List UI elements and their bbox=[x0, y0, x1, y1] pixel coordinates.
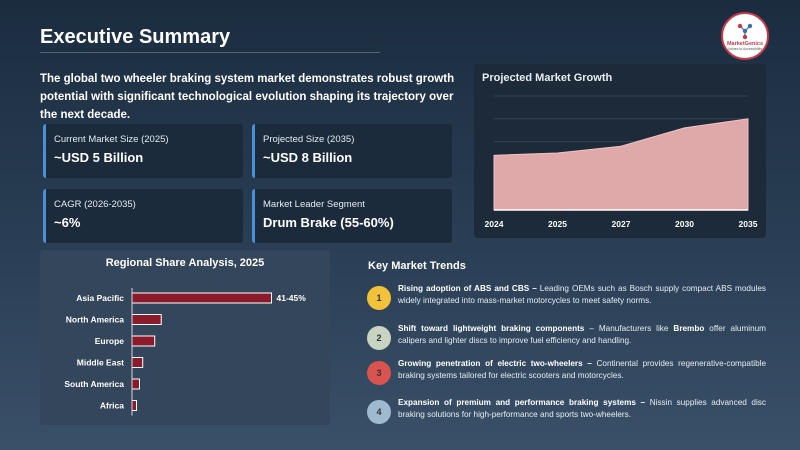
trend-text: Expansion of premium and performance bra… bbox=[398, 397, 766, 421]
trend-number-badge: 4 bbox=[367, 400, 391, 424]
bar bbox=[131, 400, 137, 411]
metric-value: ~USD 5 Billion bbox=[54, 150, 144, 165]
x-tick-label: 2024 bbox=[485, 219, 504, 229]
bar bbox=[131, 357, 144, 368]
trend-number-badge: 3 bbox=[367, 361, 391, 385]
growth-area-chart: 2024 2025 2027 2030 2035 bbox=[485, 95, 758, 229]
trend-body: Leading OEMs such as Bosch supply compac… bbox=[398, 284, 766, 305]
trend-heading: Expansion of premium and performance bra… bbox=[398, 398, 646, 407]
bar bbox=[131, 335, 156, 347]
metric-label: Current Market Size (2025) bbox=[54, 134, 169, 145]
metric-label: Projected Size (2035) bbox=[263, 134, 355, 145]
trends-title: Key Market Trends bbox=[368, 260, 466, 272]
page-title: Executive Summary bbox=[40, 26, 231, 48]
x-tick-label: 2027 bbox=[612, 219, 631, 229]
regional-bar-chart: Asia Pacific 41-45% North America Europe Mid… bbox=[64, 288, 307, 416]
metric-card-leader-segment: Market Leader Segment Drum Brake (55-60%… bbox=[252, 189, 452, 243]
category-label: Africa bbox=[100, 401, 124, 411]
category-label: Europe bbox=[95, 336, 125, 346]
intro-text: The global two wheeler braking system ma… bbox=[40, 73, 455, 121]
category-label: Asia Pacific bbox=[76, 293, 124, 303]
x-tick-label: 2035 bbox=[739, 219, 758, 229]
bar bbox=[131, 378, 140, 390]
category-label: North America bbox=[66, 315, 125, 325]
x-tick-label: 2025 bbox=[548, 219, 567, 229]
regional-chart-title: Regional Share Analysis, 2025 bbox=[105, 257, 265, 269]
title-divider bbox=[40, 52, 380, 53]
bar bbox=[131, 292, 272, 304]
metric-value: ~6% bbox=[54, 215, 81, 230]
data-label: 41-45% bbox=[277, 293, 307, 303]
bar bbox=[131, 314, 162, 325]
trend-number-badge: 1 bbox=[367, 286, 391, 310]
trend-number-badge: 2 bbox=[367, 326, 391, 350]
molecule-icon bbox=[737, 23, 753, 39]
trend-text: Growing penetration of electric two-whee… bbox=[398, 358, 766, 382]
logo-name: MarketGenics bbox=[726, 40, 764, 47]
trend-item: 4 Expansion of premium and performance b… bbox=[366, 397, 766, 432]
x-tick-label: 2030 bbox=[675, 219, 694, 229]
metric-label: CAGR (2026-2035) bbox=[54, 199, 136, 210]
trend-body: Continental provides regenerative-compat… bbox=[398, 359, 767, 380]
metric-value: Drum Brake (55-60%) bbox=[263, 215, 394, 230]
trend-text: Rising adoption of ABS and CBS – Leading… bbox=[398, 283, 766, 307]
category-label: South America bbox=[64, 379, 124, 389]
trend-heading: Growing penetration of electric two-whee… bbox=[398, 359, 592, 368]
company-logo: MarketGenics Values to Accessibility bbox=[721, 12, 769, 60]
metric-label: Market Leader Segment bbox=[263, 199, 365, 210]
growth-chart-title: Projected Market Growth bbox=[482, 72, 613, 84]
metric-card-cagr: CAGR (2026-2035) ~6% bbox=[43, 189, 243, 243]
trend-heading: Rising adoption of ABS and CBS – bbox=[398, 284, 537, 293]
trend-body-tail: offer aluminum calipers and lighter disc… bbox=[398, 324, 767, 345]
regional-chart-panel: Regional Share Analysis, 2025 Asia Pacif… bbox=[40, 250, 330, 425]
area-series bbox=[493, 118, 749, 211]
trend-item: 2 Shift toward lightweight braking compo… bbox=[366, 323, 766, 358]
category-label: Middle East bbox=[77, 358, 124, 368]
trend-item: 3 Growing penetration of electric two-wh… bbox=[366, 358, 766, 393]
metric-value: ~USD 8 Billion bbox=[263, 150, 353, 165]
trend-item: 1 Rising adoption of ABS and CBS – Leadi… bbox=[366, 283, 766, 318]
metric-card-current-size: Current Market Size (2025) ~USD 5 Billio… bbox=[43, 124, 243, 178]
trend-body: – Manufacturers like bbox=[584, 324, 674, 333]
trend-body: Nissin supplies advanced disc braking so… bbox=[398, 398, 766, 419]
logo-tagline: Values to Accessibility bbox=[727, 46, 763, 51]
trend-text: Shift toward lightweight braking compone… bbox=[398, 323, 766, 347]
metric-card-projected-size: Projected Size (2035) ~USD 8 Billion bbox=[252, 124, 452, 178]
growth-chart-panel: Projected Market Growth 2024 2025 2027 2030… bbox=[474, 64, 766, 238]
trend-heading: Shift toward lightweight braking compone… bbox=[398, 324, 585, 333]
trend-brand: Brembo bbox=[673, 324, 705, 333]
